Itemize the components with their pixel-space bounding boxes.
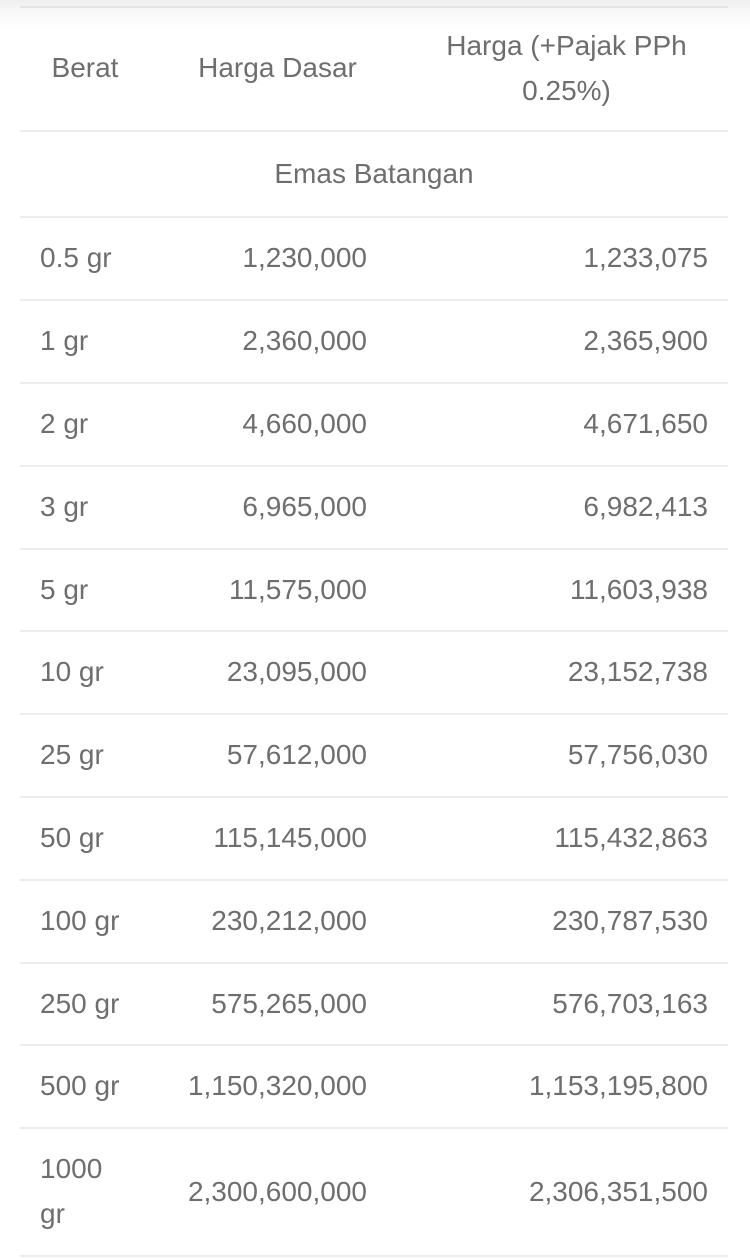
table-row: 500 gr 1,150,320,000 1,153,195,800 [20,1045,728,1130]
cell-price-with-tax: 23,152,738 [405,631,728,716]
cell-base-price: 230,212,000 [150,879,405,964]
cell-price-with-tax: 1,153,195,800 [405,1045,728,1130]
cell-weight: 2 gr [20,382,150,467]
cell-base-price: 2,300,600,000 [150,1128,405,1257]
table-row: 0.5 gr 1,230,000 1,233,075 [20,217,728,302]
cell-weight: 0.5 gr [20,217,150,302]
cell-base-price: 23,095,000 [150,631,405,716]
cell-base-price: 11,575,000 [150,548,405,633]
cell-price-with-tax: 2,306,351,500 [405,1128,728,1257]
cell-weight: 1000 gr [20,1128,150,1257]
section-title: Emas Batangan [20,130,728,219]
cell-weight: 50 gr [20,796,150,881]
table-row: 10 gr 23,095,000 23,152,738 [20,631,728,716]
cell-weight: 100 gr [20,879,150,964]
cell-weight: 250 gr [20,962,150,1047]
cell-base-price: 2,360,000 [150,300,405,384]
column-header-price-with-tax-line1: Harga (+Pajak PPh [446,30,687,61]
table-row: 50 gr 115,145,000 115,432,863 [20,796,728,881]
column-header-weight: Berat [20,8,150,132]
cell-price-with-tax: 1,233,075 [405,217,728,302]
cell-base-price: 57,612,000 [150,714,405,798]
cell-base-price: 4,660,000 [150,382,405,467]
cell-weight: 25 gr [20,714,150,798]
cell-price-with-tax: 11,603,938 [405,548,728,633]
cell-price-with-tax: 230,787,530 [405,879,728,964]
table-row: 2 gr 4,660,000 4,671,650 [20,382,728,467]
cell-weight: 1 gr [20,300,150,384]
cell-price-with-tax: 115,432,863 [405,796,728,881]
cell-base-price: 1,230,000 [150,217,405,302]
cell-weight: 3 gr [20,465,150,550]
table-row: 1 gr 2,360,000 2,365,900 [20,300,728,384]
table-header-row: Berat Harga Dasar Harga (+Pajak PPh 0.25… [20,8,728,132]
cell-base-price: 6,965,000 [150,465,405,550]
table-row: 1000 gr 2,300,600,000 2,306,351,500 [20,1128,728,1257]
column-header-price-with-tax: Harga (+Pajak PPh 0.25%) [405,8,728,132]
top-divider-line [20,6,728,8]
table-row: 250 gr 575,265,000 576,703,163 [20,962,728,1047]
cell-base-price: 575,265,000 [150,962,405,1047]
table-row: 3 gr 6,965,000 6,982,413 [20,465,728,550]
column-header-base-price: Harga Dasar [150,8,405,132]
gold-price-table: Berat Harga Dasar Harga (+Pajak PPh 0.25… [20,8,728,1257]
section-header-row: Emas Batangan [20,130,728,219]
cell-price-with-tax: 2,365,900 [405,300,728,384]
cell-price-with-tax: 6,982,413 [405,465,728,550]
column-header-price-with-tax-line2: 0.25%) [522,74,611,106]
cell-price-with-tax: 4,671,650 [405,382,728,467]
cell-price-with-tax: 576,703,163 [405,962,728,1047]
table-row: 5 gr 11,575,000 11,603,938 [20,548,728,633]
cell-weight: 10 gr [20,631,150,716]
cell-price-with-tax: 57,756,030 [405,714,728,798]
cell-base-price: 1,150,320,000 [150,1045,405,1130]
cell-base-price: 115,145,000 [150,796,405,881]
table-row: 100 gr 230,212,000 230,787,530 [20,879,728,964]
cell-weight: 5 gr [20,548,150,633]
table-row: 25 gr 57,612,000 57,756,030 [20,714,728,798]
cell-weight: 500 gr [20,1045,150,1130]
